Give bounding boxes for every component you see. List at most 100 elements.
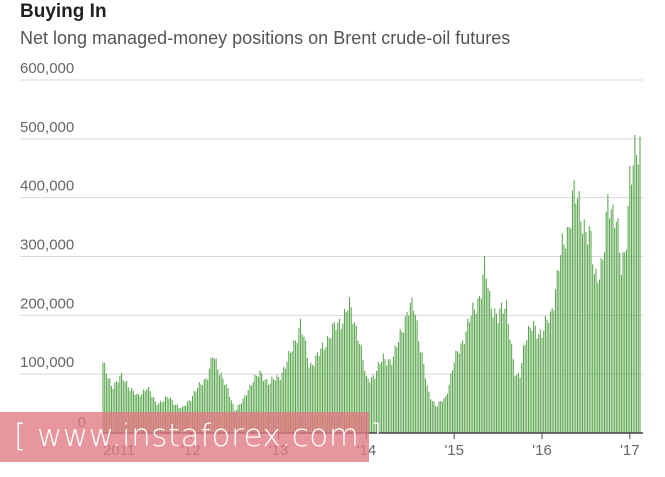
bar xyxy=(213,358,215,433)
bar xyxy=(512,359,514,433)
bar xyxy=(308,367,310,433)
bar xyxy=(202,385,204,433)
bar xyxy=(538,334,540,433)
bar xyxy=(603,252,606,433)
bar xyxy=(443,398,445,433)
bar xyxy=(257,376,259,433)
bar xyxy=(200,384,202,433)
bar xyxy=(286,361,288,433)
bar xyxy=(105,373,107,433)
bar xyxy=(252,382,254,433)
bar xyxy=(343,308,345,433)
bar xyxy=(357,340,359,433)
bar xyxy=(610,209,612,433)
bar xyxy=(205,378,207,433)
bar xyxy=(301,334,303,433)
bar xyxy=(448,384,450,433)
bar xyxy=(548,322,550,433)
bar xyxy=(514,375,516,433)
bar xyxy=(342,323,344,433)
bar xyxy=(294,340,297,433)
bar xyxy=(622,252,624,433)
bar xyxy=(458,353,460,433)
bar xyxy=(526,339,528,433)
bar xyxy=(333,322,335,433)
gridlines xyxy=(20,79,643,375)
bar xyxy=(310,362,312,433)
bar xyxy=(247,390,249,433)
bar xyxy=(497,323,499,433)
bar xyxy=(416,320,418,433)
bar xyxy=(110,386,112,433)
bar xyxy=(364,370,366,433)
bar xyxy=(305,340,307,433)
bar xyxy=(625,249,627,433)
bar xyxy=(450,373,452,433)
bar xyxy=(259,370,261,433)
bar xyxy=(251,385,253,433)
bar xyxy=(392,356,394,433)
bar xyxy=(276,375,278,433)
bar xyxy=(419,352,421,433)
bar xyxy=(430,399,432,433)
bar xyxy=(222,378,224,433)
y-tick-label: 200,000 xyxy=(20,295,74,312)
bar xyxy=(487,288,489,433)
bar xyxy=(421,352,423,433)
x-tick-label: '16 xyxy=(532,442,552,459)
bar xyxy=(337,322,339,433)
bar xyxy=(212,357,214,433)
bar xyxy=(558,271,560,433)
bar xyxy=(592,264,594,433)
x-tick-label: '15 xyxy=(444,442,464,459)
bar xyxy=(330,337,332,433)
bar xyxy=(566,227,568,433)
bar xyxy=(506,300,508,433)
bar xyxy=(381,361,383,433)
bar xyxy=(262,381,264,433)
bar xyxy=(492,317,494,433)
bar xyxy=(602,259,604,433)
bar xyxy=(281,372,283,433)
bar xyxy=(479,295,481,433)
bar xyxy=(462,340,464,433)
bar xyxy=(453,362,455,433)
bar xyxy=(215,358,217,433)
bar xyxy=(396,347,398,433)
bar xyxy=(273,379,275,433)
bar xyxy=(424,378,427,433)
bar xyxy=(269,383,271,433)
y-tick-label: 100,000 xyxy=(20,354,74,371)
bar xyxy=(446,393,448,433)
bar xyxy=(332,323,334,433)
bar xyxy=(104,362,106,433)
bar xyxy=(441,401,443,433)
bar xyxy=(556,270,558,433)
y-axis-labels: 0100,000200,000300,000400,000500,000600,… xyxy=(20,60,86,431)
bar xyxy=(499,308,501,433)
bar xyxy=(321,342,324,433)
bar xyxy=(203,379,205,433)
bar xyxy=(256,375,258,433)
bar xyxy=(634,134,636,434)
bar xyxy=(349,297,351,433)
bar xyxy=(553,310,555,433)
bar xyxy=(516,374,518,433)
bar xyxy=(590,231,592,433)
bar xyxy=(300,318,302,433)
bar xyxy=(470,315,472,433)
bar xyxy=(325,347,327,433)
bar xyxy=(350,307,352,433)
bar xyxy=(283,366,285,433)
bar xyxy=(588,225,590,433)
bar xyxy=(465,331,467,433)
bar xyxy=(362,360,364,433)
bar xyxy=(303,336,305,433)
bar xyxy=(261,372,263,433)
bar xyxy=(119,375,121,433)
bar xyxy=(423,364,425,433)
chart-title: Buying In xyxy=(20,1,107,22)
bar xyxy=(609,218,611,433)
bar xyxy=(639,136,641,433)
bar xyxy=(582,233,584,433)
